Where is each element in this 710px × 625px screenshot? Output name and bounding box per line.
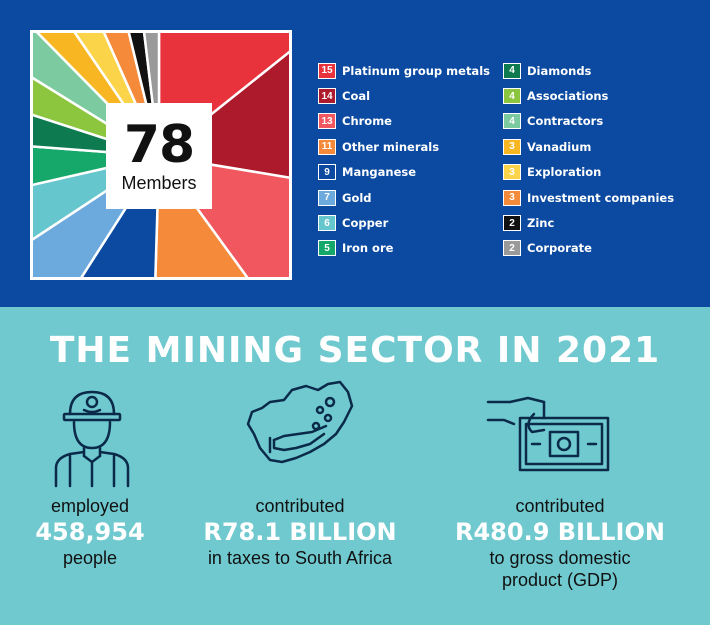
legend-count-badge: 3 xyxy=(503,138,521,155)
legend-count-badge: 15 xyxy=(318,62,336,79)
mining-sector-panel xyxy=(0,307,710,625)
employed-stat: employed 458,954 people xyxy=(20,495,160,569)
members-fan-chart: 78 Members xyxy=(30,30,292,280)
gdp-stat: contributed R480.9 BILLION to gross dome… xyxy=(440,495,680,591)
mining-sector-headline: THE MINING SECTOR IN 2021 xyxy=(49,330,661,371)
legend-count-badge: 3 xyxy=(503,189,521,206)
members-count-box: 78 Members xyxy=(106,103,212,209)
legend-label: Associations xyxy=(527,89,609,104)
members-count: 78 xyxy=(123,115,195,175)
legend-label: Copper xyxy=(342,216,389,231)
legend-label: Iron ore xyxy=(342,241,394,256)
legend-count-badge: 4 xyxy=(503,62,521,79)
taxes-stat: contributed R78.1 BILLION in taxes to So… xyxy=(185,495,415,569)
miner-icon xyxy=(54,390,130,488)
legend-label: Gold xyxy=(342,190,372,205)
legend-label: Chrome xyxy=(342,114,392,129)
legend-item: 3 Exploration xyxy=(503,160,674,185)
legend-count-badge: 7 xyxy=(318,189,336,206)
banknote-hand-icon xyxy=(486,396,610,472)
legend-label: Investment companies xyxy=(527,190,675,205)
taxes-value: R78.1 BILLION xyxy=(203,518,397,546)
legend-item: 4 Contractors xyxy=(503,109,674,134)
legend-item: 15 Platinum group metals xyxy=(318,58,490,83)
legend-item: 13 Chrome xyxy=(318,109,490,134)
legend-item: 4 Diamonds xyxy=(503,58,674,83)
legend-item: 2 Zinc xyxy=(503,210,674,235)
legend-count-badge: 6 xyxy=(318,215,336,232)
gdp-post: to gross domestic xyxy=(489,548,631,568)
legend-count-badge: 11 xyxy=(318,138,336,155)
legend-item: 14 Coal xyxy=(318,83,490,108)
legend-label: Coal xyxy=(342,89,371,104)
employed-value: 458,954 xyxy=(35,518,145,546)
legend-item: 3 Investment companies xyxy=(503,185,674,210)
legend-item: 3 Vanadium xyxy=(503,134,674,159)
employed-pre: employed xyxy=(50,496,130,516)
south-africa-map-icon xyxy=(246,380,354,464)
legend-item: 2 Corporate xyxy=(503,236,674,261)
legend-count-badge: 2 xyxy=(503,215,521,232)
legend-count-badge: 4 xyxy=(503,88,521,105)
fan-slice-copper xyxy=(33,154,160,241)
legend-label: Exploration xyxy=(527,165,602,180)
legend-label: Manganese xyxy=(342,165,417,180)
legend-item: 9 Manganese xyxy=(318,160,490,185)
legend-count-badge: 14 xyxy=(318,88,336,105)
members-label: Members xyxy=(121,173,197,193)
legend-item: 5 Iron ore xyxy=(318,236,490,261)
members-panel: 78 Members 15 Platinum group metals 14 Coa… xyxy=(0,0,710,307)
gdp-post-line2: product (GDP) xyxy=(501,570,619,590)
taxes-post: in taxes to South Africa xyxy=(207,548,393,568)
legend-count-badge: 3 xyxy=(503,164,521,181)
legend-label: Zinc xyxy=(527,216,555,231)
legend-item: 4 Associations xyxy=(503,83,674,108)
legend-item: 6 Copper xyxy=(318,210,490,235)
legend-item: 11 Other minerals xyxy=(318,134,490,159)
legend-count-badge: 5 xyxy=(318,240,336,257)
legend-count-badge: 9 xyxy=(318,164,336,181)
legend-item: 7 Gold xyxy=(318,185,490,210)
legend-count-badge: 4 xyxy=(503,113,521,130)
legend-label: Other minerals xyxy=(342,139,440,154)
fan-slice-investment-companies xyxy=(102,33,161,157)
legend-label: Diamonds xyxy=(527,63,592,78)
taxes-pre: contributed xyxy=(255,496,345,516)
gdp-value: R480.9 BILLION xyxy=(455,518,665,546)
legend-label: Corporate xyxy=(527,241,592,256)
legend-count-badge: 13 xyxy=(318,113,336,130)
gdp-pre: contributed xyxy=(515,496,605,516)
legend-label: Contractors xyxy=(527,114,604,129)
legend-column-1: 15 Platinum group metals 14 Coal 13 Chrome … xyxy=(318,58,490,261)
legend-label: Vanadium xyxy=(527,139,592,154)
employed-post: people xyxy=(62,548,118,568)
legend-column-2: 4 Diamonds 4 Associations 4 Contractors 3 Va… xyxy=(503,58,674,261)
legend-label: Platinum group metals xyxy=(342,63,490,78)
legend-count-badge: 2 xyxy=(503,240,521,257)
